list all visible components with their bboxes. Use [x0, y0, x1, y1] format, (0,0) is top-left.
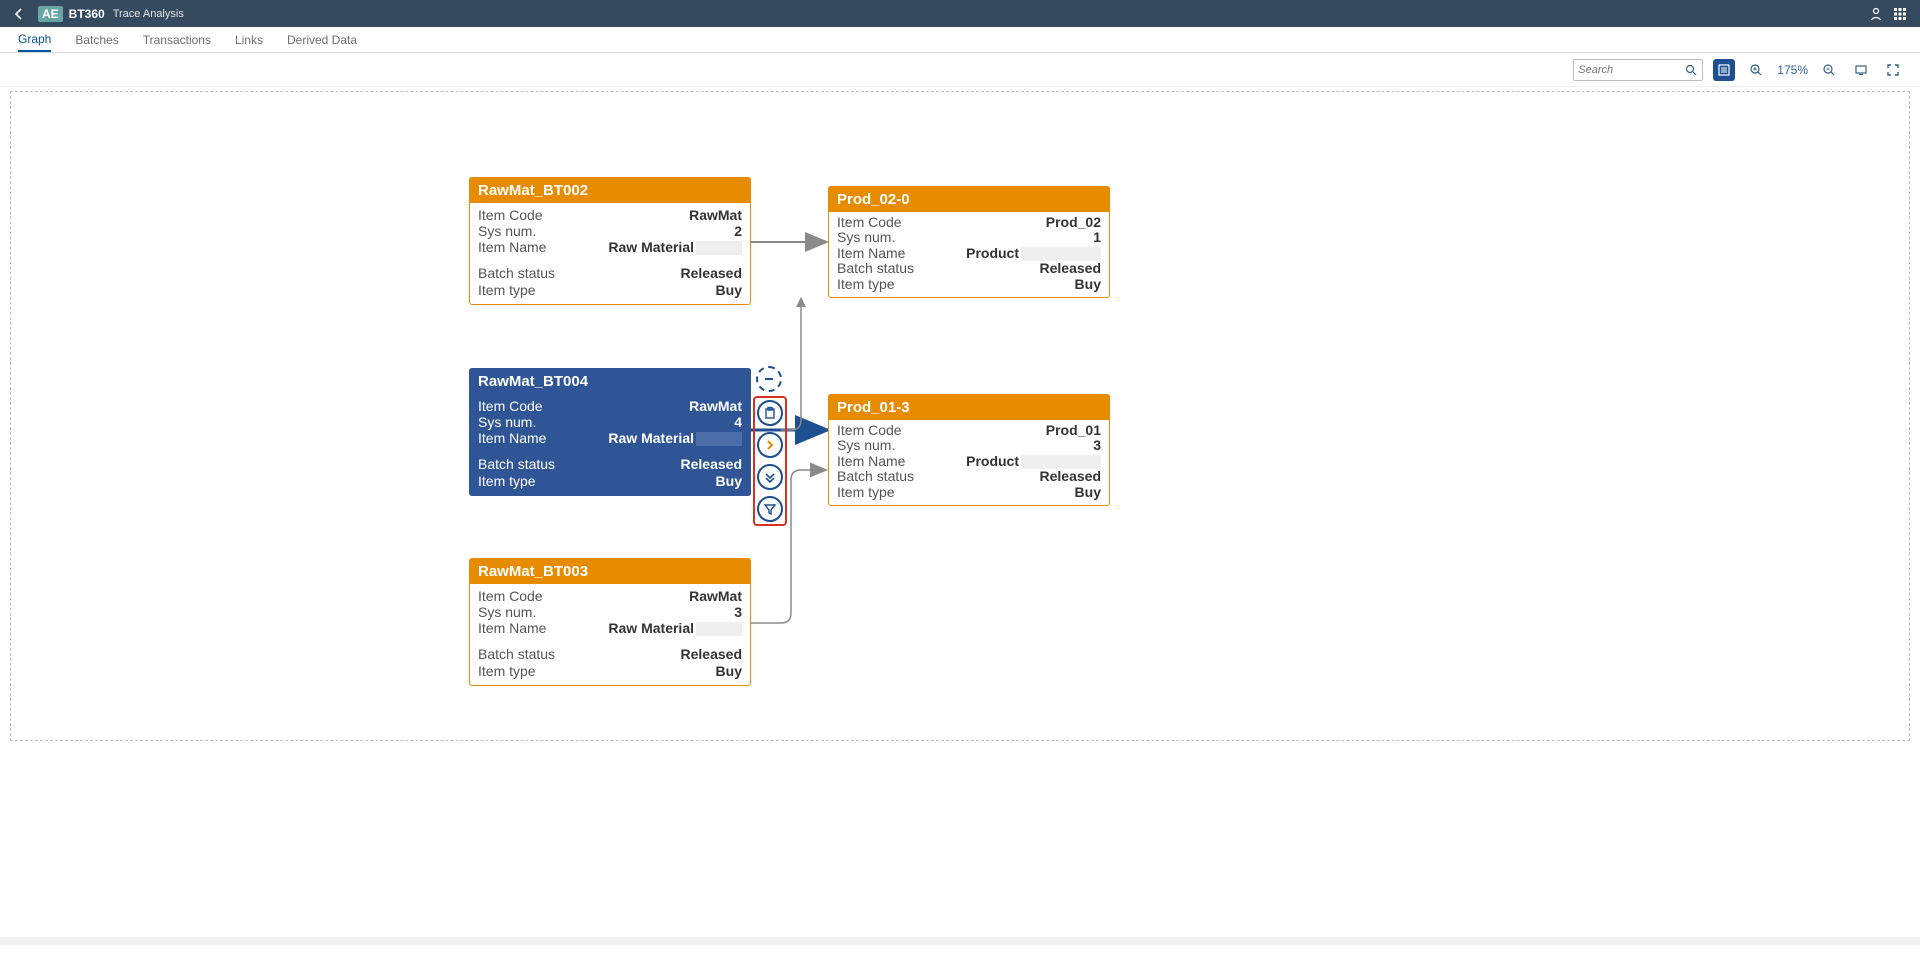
field-value: Raw Material [608, 239, 742, 255]
field-label: Item type [478, 473, 536, 489]
field-label: Batch status [837, 469, 914, 484]
zoom-in-button[interactable] [1745, 59, 1767, 81]
filter-button[interactable] [757, 496, 783, 522]
fullscreen-button[interactable] [1882, 59, 1904, 81]
zoom-level: 175% [1777, 63, 1808, 77]
field-value: Released [1040, 469, 1101, 484]
field-value: Released [681, 265, 742, 281]
app-subtitle: Trace Analysis [113, 8, 184, 20]
field-value: Product [966, 246, 1101, 261]
field-label: Item type [837, 485, 895, 500]
fit-screen-button[interactable] [1850, 59, 1872, 81]
field-value: Buy [1075, 277, 1101, 292]
app-logo: AE [38, 6, 63, 22]
field-label: Item Code [837, 215, 902, 230]
field-label: Item Name [837, 454, 905, 469]
search-icon[interactable] [1684, 62, 1698, 78]
clipboard-button[interactable] [757, 400, 783, 426]
field-value: 3 [734, 604, 742, 620]
tab-links[interactable]: Links [235, 29, 263, 51]
node-title: RawMat_BT002 [470, 178, 750, 203]
field-label: Batch status [478, 456, 555, 472]
field-label: Sys num. [478, 223, 536, 239]
field-label: Batch status [478, 646, 555, 662]
next-button[interactable] [757, 432, 783, 458]
field-label: Item Name [837, 246, 905, 261]
node-title: Prod_02-0 [829, 187, 1109, 212]
field-label: Item Name [478, 620, 546, 636]
footer-ribbon [0, 937, 1920, 945]
field-label: Sys num. [837, 438, 895, 453]
field-value: Raw Material [608, 430, 742, 446]
field-value: Prod_01 [1046, 423, 1101, 438]
field-label: Sys num. [478, 604, 536, 620]
field-value: RawMat [689, 398, 742, 414]
node-p01[interactable]: Prod_01-3 Item Code Prod_01 Sys num. 3 Ite… [828, 394, 1110, 506]
apps-grid-icon[interactable] [1888, 2, 1912, 26]
field-label: Item Code [478, 588, 543, 604]
field-label: Item Code [478, 398, 543, 414]
field-value: Buy [716, 663, 742, 679]
field-value: 1 [1093, 230, 1101, 245]
expand-down-button[interactable] [757, 464, 783, 490]
field-value: Released [1040, 261, 1101, 276]
tabstrip: Graph Batches Transactions Links Derived… [0, 27, 1920, 53]
app-title: BT360 [69, 7, 105, 21]
field-label: Item Code [837, 423, 902, 438]
node-title: RawMat_BT003 [470, 559, 750, 584]
field-label: Item Name [478, 430, 546, 446]
field-value: Product [966, 454, 1101, 469]
field-label: Batch status [837, 261, 914, 276]
field-value: Buy [716, 282, 742, 298]
field-value: Buy [716, 473, 742, 489]
back-button[interactable] [8, 3, 30, 25]
node-raw2[interactable]: RawMat_BT002 Item Code RawMat Sys num. 2 I… [469, 177, 751, 305]
field-value: Released [681, 646, 742, 662]
field-value: Raw Material [608, 620, 742, 636]
node-action-dock [753, 396, 787, 526]
field-value: Buy [1075, 485, 1101, 500]
collapse-button[interactable] [756, 366, 782, 392]
tab-batches[interactable]: Batches [75, 29, 118, 51]
node-p02[interactable]: Prod_02-0 Item Code Prod_02 Sys num. 1 Ite… [828, 186, 1110, 298]
field-value: RawMat [689, 207, 742, 223]
field-value: Released [681, 456, 742, 472]
search-box[interactable] [1573, 59, 1703, 81]
field-value: Prod_02 [1046, 215, 1101, 230]
tab-derived[interactable]: Derived Data [287, 29, 357, 51]
field-label: Item Code [478, 207, 543, 223]
field-label: Sys num. [478, 414, 536, 430]
node-raw3[interactable]: RawMat_BT003 Item Code RawMat Sys num. 3 I… [469, 558, 751, 686]
field-label: Item Name [478, 239, 546, 255]
field-label: Item type [478, 282, 536, 298]
field-value: 4 [734, 414, 742, 430]
search-input[interactable] [1578, 64, 1684, 76]
node-title: RawMat_BT004 [470, 369, 750, 394]
field-value: 2 [734, 223, 742, 239]
detail-panel-button[interactable] [1713, 59, 1735, 81]
field-value: 3 [1093, 438, 1101, 453]
field-label: Item type [837, 277, 895, 292]
appbar: AE BT360 Trace Analysis [0, 0, 1920, 27]
toolbar: 175% [0, 53, 1920, 87]
tab-transactions[interactable]: Transactions [143, 29, 211, 51]
graph-canvas[interactable]: RawMat_BT002 Item Code RawMat Sys num. 2 I… [10, 91, 1910, 741]
field-value: RawMat [689, 588, 742, 604]
zoom-out-button[interactable] [1818, 59, 1840, 81]
field-label: Batch status [478, 265, 555, 281]
user-icon[interactable] [1864, 2, 1888, 26]
field-label: Item type [478, 663, 536, 679]
node-raw4[interactable]: RawMat_BT004 Item Code RawMat Sys num. 4 I… [469, 368, 751, 496]
field-label: Sys num. [837, 230, 895, 245]
node-title: Prod_01-3 [829, 395, 1109, 420]
tab-graph[interactable]: Graph [18, 28, 51, 52]
